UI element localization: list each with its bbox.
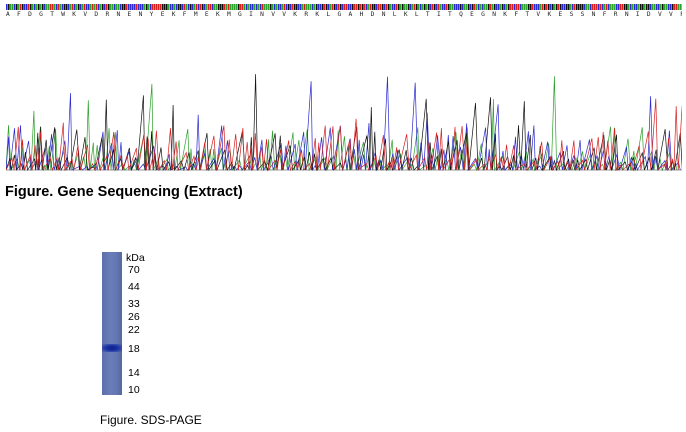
marker-22: 22 — [128, 324, 140, 336]
marker-70: 70 — [128, 264, 140, 276]
marker-33: 33 — [128, 298, 140, 310]
sequencing-chromatogram — [6, 74, 682, 172]
marker-18: 18 — [128, 343, 140, 355]
marker-14: 14 — [128, 367, 140, 379]
dna-base-strip — [6, 4, 682, 10]
kda-unit-label: kDa — [126, 252, 145, 264]
trace-G — [6, 74, 682, 172]
marker-44: 44 — [128, 281, 140, 293]
figure-caption-sds-page: Figure. SDS-PAGE — [100, 413, 202, 427]
marker-10: 10 — [128, 384, 140, 396]
figure-caption-sequencing: Figure. Gene Sequencing (Extract) — [5, 184, 243, 200]
trace-C — [6, 76, 681, 172]
gel-lane — [102, 252, 122, 395]
marker-26: 26 — [128, 311, 140, 323]
protein-sequence: A F D G T W K V D R N E N Y E K F M E K … — [6, 11, 682, 18]
protein-band — [102, 344, 122, 352]
